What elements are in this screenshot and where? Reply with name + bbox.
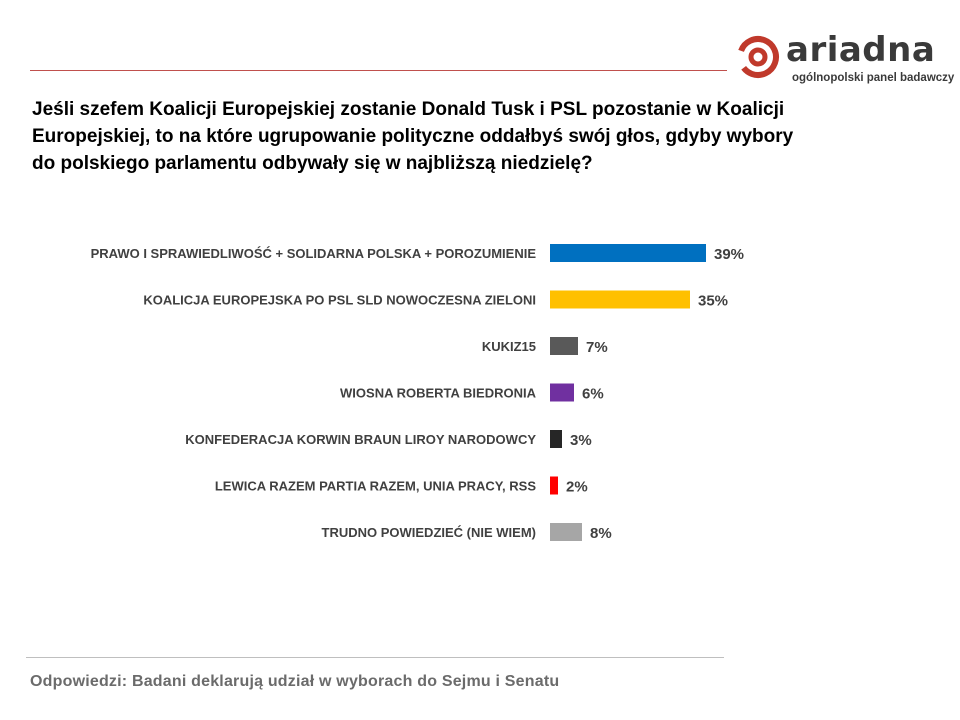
- bar: [550, 523, 582, 541]
- value-label: 7%: [586, 339, 608, 356]
- category-label: KONFEDERACJA KORWIN BRAUN LIROY NARODOWC…: [185, 432, 536, 447]
- value-label: 2%: [566, 479, 588, 496]
- bar: [550, 383, 574, 402]
- logo-tagline: ogólnopolski panel badawczy: [792, 72, 955, 84]
- ariadna-logo: ariadna ogólnopolski panel badawczy: [736, 30, 954, 90]
- footnote: Odpowiedzi: Badani deklarują udział w wy…: [30, 673, 560, 690]
- value-label: 35%: [698, 293, 728, 310]
- category-label: KOALICJA EUROPEJSKA PO PSL SLD NOWOCZESN…: [143, 293, 536, 308]
- bar: [550, 430, 562, 448]
- value-label: 8%: [590, 525, 612, 542]
- category-label: KUKIZ15: [482, 339, 536, 354]
- category-label: TRUDNO POWIEDZIEĆ (NIE WIEM): [322, 525, 537, 540]
- category-label: LEWICA RAZEM PARTIA RAZEM, UNIA PRACY, R…: [215, 479, 536, 494]
- ariadna-logo-icon: [737, 36, 779, 78]
- category-label: PRAWO I SPRAWIEDLIWOŚĆ + SOLIDARNA POLSK…: [91, 246, 537, 261]
- value-label: 6%: [582, 386, 604, 403]
- bar: [550, 290, 690, 309]
- bar: [550, 476, 558, 495]
- logo-wordmark: ariadna: [786, 30, 936, 70]
- value-label: 39%: [714, 246, 744, 263]
- category-label: WIOSNA ROBERTA BIEDRONIA: [340, 386, 537, 401]
- bar: [550, 337, 578, 355]
- value-label: 3%: [570, 432, 592, 449]
- top-rule: [30, 70, 727, 71]
- question-title: Jeśli szefem Koalicji Europejskiej zosta…: [32, 99, 794, 174]
- bar-chart: PRAWO I SPRAWIEDLIWOŚĆ + SOLIDARNA POLSK…: [91, 244, 744, 542]
- bottom-rule: [26, 657, 724, 658]
- bar: [550, 244, 706, 262]
